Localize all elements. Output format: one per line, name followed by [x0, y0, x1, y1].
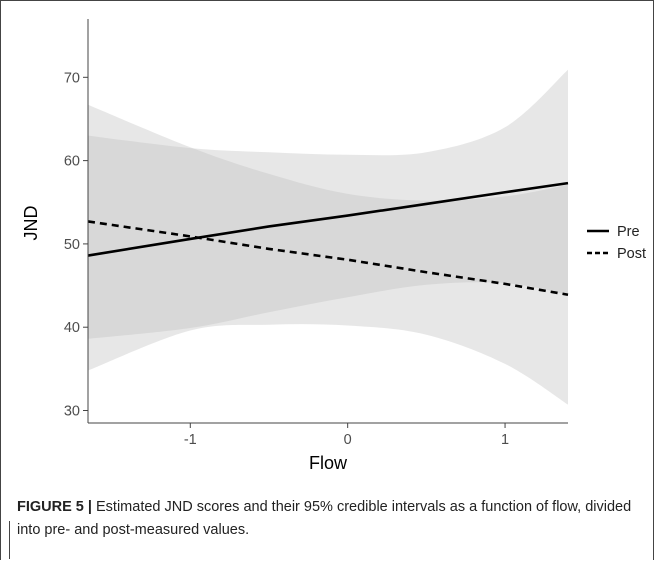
- caption-text: Estimated JND scores and their 95% credi…: [17, 499, 632, 538]
- ci-bands: [88, 69, 568, 405]
- y-tick-label: 60: [64, 154, 80, 170]
- series-lines: [87, 181, 569, 297]
- legend-label-pre: Pre: [617, 224, 640, 240]
- figure-caption: FIGURE 5 | Estimated JND scores and thei…: [17, 496, 637, 542]
- y-tick-label: 70: [64, 70, 80, 86]
- x-tick-label: -1: [184, 432, 197, 448]
- chart: 30 40 50 60 70 -1 0 1 Flow JND Pre Post: [21, 19, 646, 473]
- axes: 30 40 50 60 70 -1 0 1 Flow JND: [21, 19, 568, 473]
- x-axis-title: Flow: [309, 453, 348, 473]
- y-tick-label: 40: [64, 320, 80, 336]
- caption-label: FIGURE 5 |: [17, 499, 92, 515]
- ci-band-post: [88, 104, 568, 405]
- x-tick-label: 1: [501, 432, 509, 448]
- x-tick-label: 0: [344, 432, 352, 448]
- legend: Pre Post: [587, 224, 646, 262]
- y-tick-label: 30: [64, 404, 80, 420]
- series-line-post: [87, 220, 569, 297]
- caption-rule: [9, 521, 10, 559]
- y-axis-title: JND: [21, 206, 41, 241]
- legend-label-post: Post: [617, 246, 646, 262]
- y-tick-label: 50: [64, 237, 80, 253]
- series-line-pre: [87, 181, 569, 257]
- ci-band-pre: [88, 69, 568, 339]
